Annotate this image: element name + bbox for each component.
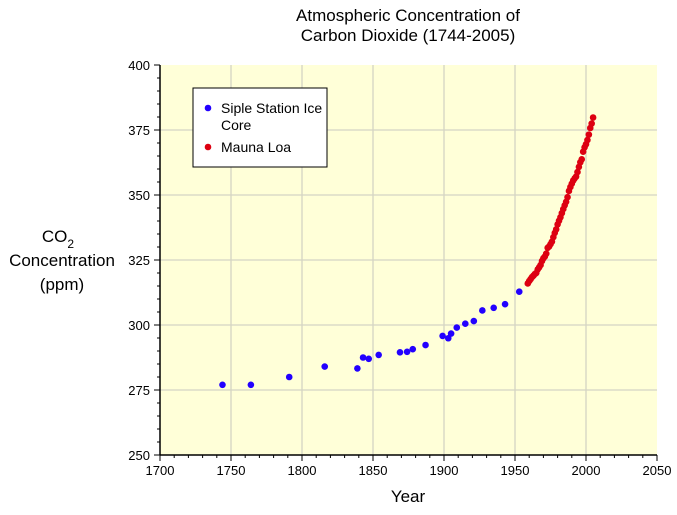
x-tick-label: 2000 xyxy=(572,463,601,478)
y-tick-label: 275 xyxy=(128,383,150,398)
siple-data-point xyxy=(321,363,329,370)
siple-data-point xyxy=(403,348,411,356)
ylabel-co: CO xyxy=(42,227,68,246)
siple-data-point xyxy=(470,317,478,325)
mauna-loa-data-point xyxy=(584,136,591,144)
legend-marker-siple xyxy=(204,104,212,112)
siple-data-point xyxy=(501,300,509,308)
siple-data-point xyxy=(422,341,429,349)
y-axis-label-unit: (ppm) xyxy=(40,275,84,294)
siple-data-point xyxy=(447,330,455,337)
siple-data-point xyxy=(354,365,361,372)
mauna-loa-data-point xyxy=(578,156,586,163)
siple-data-point xyxy=(219,381,226,389)
legend-label-siple: Siple Station Ice xyxy=(221,100,322,116)
mauna-loa-data-point xyxy=(589,114,597,121)
legend: Siple Station Ice Core Mauna Loa xyxy=(192,87,328,168)
data-points xyxy=(219,114,597,389)
siple-data-point xyxy=(359,354,367,361)
siple-data-point xyxy=(439,332,446,340)
y-tick-label: 250 xyxy=(128,448,150,463)
legend-label-siple-cont: Core xyxy=(221,117,252,133)
mauna-loa-data-point xyxy=(542,250,550,257)
mauna-loa-data-point xyxy=(588,120,595,127)
x-tick-label: 1950 xyxy=(501,463,530,478)
y-axis-label-co: CO2 xyxy=(42,227,75,251)
legend-label-mauna-loa: Mauna Loa xyxy=(221,139,291,155)
siple-data-point xyxy=(375,351,382,359)
axes: 1700 1750 1800 1850 1900 1950 2000 2050 250 275 30… xyxy=(128,58,671,478)
y-tick-label: 350 xyxy=(128,188,150,203)
x-tick-label: 1850 xyxy=(359,463,388,478)
siple-data-point xyxy=(453,324,461,331)
siple-data-point xyxy=(515,288,523,296)
grid-lines xyxy=(160,65,657,455)
x-axis-label: Year xyxy=(391,487,426,506)
mauna-loa-data-point xyxy=(585,131,593,138)
siple-data-point xyxy=(396,349,404,356)
mauna-loa-data-point xyxy=(564,193,571,201)
siple-data-point xyxy=(462,320,469,328)
y-tick-label: 400 xyxy=(128,58,150,73)
chart-title-line-2: Carbon Dioxide (1744-2005) xyxy=(301,26,516,45)
x-tick-label: 1800 xyxy=(288,463,317,478)
chart-title-line-1: Atmospheric Concentration of xyxy=(296,6,520,25)
x-tick-label: 1700 xyxy=(146,463,175,478)
siple-data-point xyxy=(365,355,373,363)
siple-data-point xyxy=(479,307,486,314)
x-tick-label: 1750 xyxy=(217,463,246,478)
y-tick-label: 375 xyxy=(128,123,150,138)
x-tick-label: 1900 xyxy=(430,463,459,478)
legend-marker-mauna-loa xyxy=(204,143,212,151)
legend-box xyxy=(192,87,328,168)
y-tick-label: 300 xyxy=(128,318,150,333)
ylabel-subscript: 2 xyxy=(67,237,74,251)
siple-data-point xyxy=(285,373,293,381)
y-tick-label: 325 xyxy=(128,253,150,268)
siple-data-point xyxy=(490,304,498,312)
siple-data-point xyxy=(247,381,255,389)
siple-data-point xyxy=(409,345,417,353)
x-tick-label: 2050 xyxy=(643,463,672,478)
mauna-loa-data-point xyxy=(574,168,581,176)
y-axis-label-concentration: Concentration xyxy=(9,251,115,270)
